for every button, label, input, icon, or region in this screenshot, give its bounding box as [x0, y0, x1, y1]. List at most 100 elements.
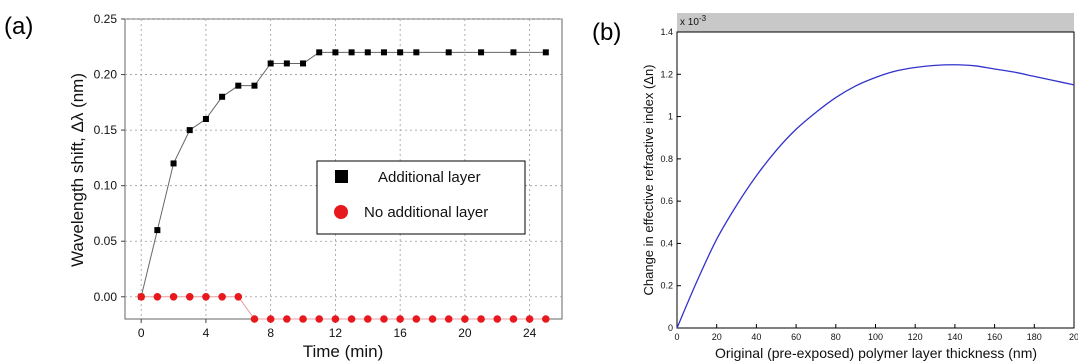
data-point-additional-layer — [283, 60, 290, 67]
ticks-a: 0 4 8 12 16 20 24 0.00 0.05 0.10 0.15 0.20 0.25 — [94, 12, 537, 340]
data-point-additional-layer — [510, 49, 517, 56]
x-tick-label-b: 20 — [712, 332, 722, 342]
data-point-additional-layer — [267, 60, 274, 67]
data-point-additional-layer — [154, 227, 161, 234]
data-point-no-additional-layer — [218, 292, 226, 301]
data-point-no-additional-layer — [234, 292, 243, 301]
y-multiplier-b: x 10-3 — [680, 14, 707, 28]
y-tick-label-b: 1 — [668, 112, 673, 122]
x-tick-label-a: 24 — [523, 326, 537, 340]
x-axis-label-a: Time (min) — [303, 342, 384, 361]
y-tick-label-b: 0.2 — [660, 281, 673, 291]
data-point-no-additional-layer — [477, 315, 485, 323]
data-point-no-additional-layer — [363, 315, 372, 323]
y-tick-label-b: 1.4 — [660, 27, 673, 37]
data-point-no-additional-layer — [331, 315, 340, 323]
x-tick-label-b: 0 — [674, 332, 679, 342]
data-point-additional-layer — [332, 49, 339, 56]
y-axis-label-b: Change in effective refractive index (Δn… — [641, 64, 656, 295]
data-point-additional-layer — [170, 160, 177, 167]
x-tick-label-b: 120 — [908, 332, 923, 342]
plot-area-b — [676, 31, 1075, 329]
data-point-no-additional-layer — [428, 315, 437, 323]
data-point-additional-layer — [235, 82, 242, 89]
x-axis-label-b: Original (pre-exposed) polymer layer thi… — [715, 345, 1037, 361]
y-tick-label-a: 0.10 — [94, 179, 118, 193]
data-point-additional-layer — [348, 49, 355, 56]
ticks-b: 0 20 40 60 80 100 120 140 160 180 2000.20.40.60.81… — [660, 27, 1078, 342]
x-tick-label-a: 0 — [138, 326, 145, 340]
data-point-no-additional-layer — [509, 315, 518, 323]
data-point-additional-layer — [316, 49, 323, 56]
x-tick-label-a: 20 — [458, 326, 472, 340]
chart-b: x 10-3 0 20 40 60 80 100 120 140 160 180 2000.20.4… — [641, 13, 1078, 361]
data-point-no-additional-layer — [525, 315, 534, 323]
data-point-additional-layer — [380, 49, 387, 56]
data-point-no-additional-layer — [461, 315, 469, 323]
data-point-no-additional-layer — [396, 315, 404, 323]
series-a — [137, 49, 550, 323]
chart-a: 0 4 8 12 16 20 24 0.00 0.05 0.10 0.15 0.20 0.25 Time… — [68, 12, 563, 361]
data-point-no-additional-layer — [185, 292, 194, 301]
data-point-no-additional-layer — [137, 292, 145, 301]
data-point-no-additional-layer — [202, 292, 210, 301]
data-point-no-additional-layer — [412, 315, 421, 323]
x-tick-label-b: 80 — [831, 332, 841, 342]
series-b — [676, 64, 1075, 329]
data-point-additional-layer — [219, 93, 226, 100]
data-point-additional-layer — [397, 49, 404, 56]
series-line-additional-layer — [140, 51, 546, 297]
y-tick-label-b: 0 — [668, 323, 673, 333]
legend-a: Additional layer No additional layer — [316, 160, 526, 235]
y-tick-label-b: 0.4 — [660, 238, 673, 248]
data-point-no-additional-layer — [347, 315, 356, 323]
data-point-additional-layer — [445, 49, 452, 56]
x-tick-label-a: 4 — [203, 326, 210, 340]
data-point-additional-layer — [202, 116, 209, 122]
legend-marker-no-additional-layer — [334, 205, 348, 219]
x-tick-label-a: 12 — [329, 326, 343, 340]
data-point-additional-layer — [542, 49, 549, 56]
x-tick-label-b: 40 — [751, 332, 761, 342]
plot-header-b — [677, 13, 1074, 32]
data-point-additional-layer — [364, 49, 371, 56]
y-tick-label-a: 0.15 — [94, 123, 118, 137]
x-tick-label-b: 160 — [987, 332, 1002, 342]
data-point-no-additional-layer — [153, 292, 162, 301]
data-point-additional-layer — [186, 127, 193, 134]
legend-marker-additional-layer — [335, 170, 348, 183]
y-tick-label-b: 0.8 — [660, 154, 673, 164]
panel-label-b: (b) — [592, 19, 621, 46]
data-point-no-additional-layer — [250, 315, 259, 323]
data-point-additional-layer — [300, 60, 307, 67]
panel-label-a: (a) — [4, 13, 33, 40]
data-point-no-additional-layer — [266, 315, 275, 323]
x-tick-label-b: 140 — [947, 332, 962, 342]
legend-label-no-additional-layer: No additional layer — [364, 204, 488, 221]
data-point-no-additional-layer — [315, 315, 324, 323]
data-point-no-additional-layer — [299, 315, 307, 323]
y-tick-label-a: 0.20 — [94, 68, 118, 82]
data-point-additional-layer — [413, 49, 420, 56]
y-tick-label-a: 0.00 — [94, 290, 118, 304]
data-point-no-additional-layer — [283, 315, 291, 323]
x-tick-label-a: 8 — [267, 326, 274, 340]
y-tick-label-b: 1.2 — [660, 69, 673, 79]
legend-box-a — [316, 160, 526, 235]
y-tick-label-b: 0.6 — [660, 196, 673, 206]
x-tick-label-b: 100 — [868, 332, 883, 342]
data-point-no-additional-layer — [542, 315, 550, 323]
y-tick-label-a: 0.05 — [94, 234, 118, 248]
y-axis-label-a: Wavelength shift, Δλ (nm) — [68, 73, 87, 267]
data-point-additional-layer — [251, 82, 258, 89]
data-point-no-additional-layer — [169, 292, 178, 301]
x-tick-label-b: 20 — [1069, 332, 1078, 342]
series-line-b — [676, 64, 1075, 329]
x-tick-label-b: 60 — [791, 332, 801, 342]
legend-label-additional-layer: Additional layer — [378, 169, 481, 186]
x-tick-label-a: 16 — [393, 326, 407, 340]
y-tick-label-a: 0.25 — [94, 12, 118, 26]
data-point-no-additional-layer — [380, 315, 388, 323]
data-point-additional-layer — [478, 49, 485, 56]
